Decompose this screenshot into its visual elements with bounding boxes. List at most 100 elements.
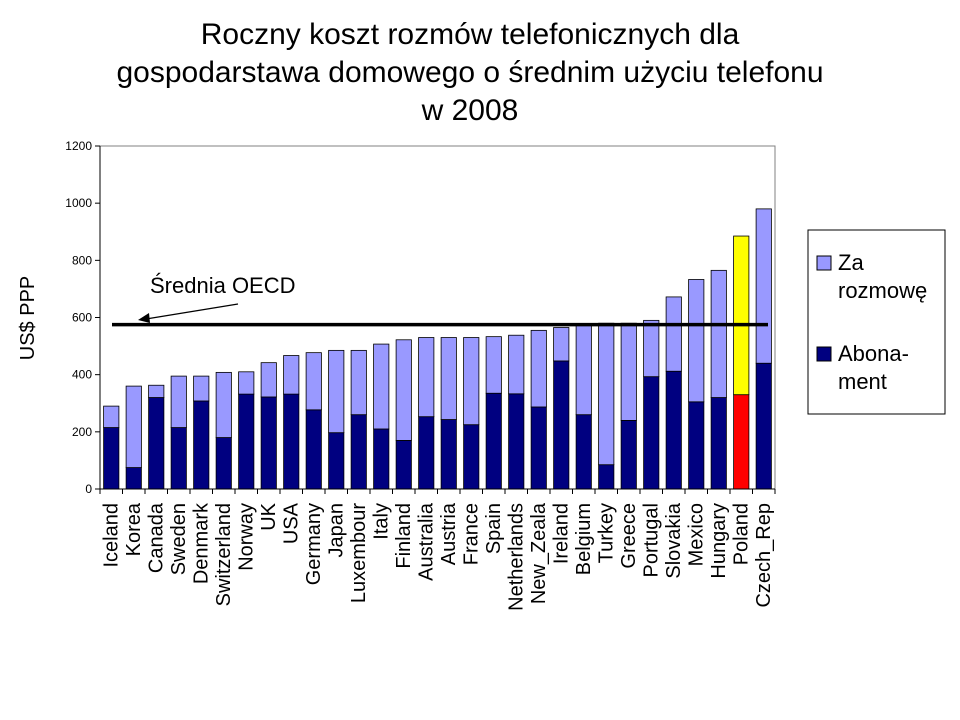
x-tick-label-uk: UK: [258, 502, 280, 530]
x-tick-label-netherlands: Netherlands: [505, 503, 527, 611]
bar-ireland-za-rozmowe: [553, 327, 570, 362]
bar-france-abonament: [463, 424, 480, 490]
x-tick-label-germany: Germany: [303, 503, 325, 585]
bar-mexico-abonament: [688, 401, 705, 490]
bar-korea-za-rozmowe: [125, 385, 142, 468]
x-tick-label-belgium: Belgium: [573, 503, 595, 575]
bar-switzerland-za-rozmowe: [215, 371, 232, 438]
plot-area: [99, 145, 776, 490]
x-tick-label-hungary: Hungary: [708, 503, 730, 579]
bar-uk-za-rozmowe: [260, 362, 277, 398]
y-tick-label-1000: 1000: [65, 196, 92, 210]
x-tick-label-denmark: Denmark: [190, 502, 212, 584]
bar-belgium-abonament: [575, 414, 592, 490]
bar-switzerland-abonament: [215, 437, 232, 490]
bar-slovakia-za-rozmowe: [665, 296, 682, 372]
y-tick-label-0: 0: [85, 482, 92, 496]
x-tick-label-poland: Poland: [730, 503, 752, 565]
bar-finland-abonament: [395, 440, 412, 490]
bar-canada-abonament: [148, 397, 165, 490]
plot-frame: [99, 145, 776, 490]
bar-uk-abonament: [260, 396, 277, 490]
bar-australia-za-rozmowe: [418, 337, 435, 418]
chart-title: Roczny koszt rozmów telefonicznych dla g…: [40, 16, 900, 130]
bar-poland-za-rozmowe: [733, 235, 750, 396]
x-tick-label-new_zeala: New_Zeala: [528, 502, 550, 604]
bar-new_zeala-abonament: [530, 406, 547, 490]
bar-japan-abonament: [328, 432, 345, 490]
x-tick-label-slovakia: Slovakia: [663, 502, 685, 578]
bar-italy-za-rozmowe: [373, 343, 390, 430]
bar-hungary-abonament: [710, 397, 727, 490]
bar-greece-abonament: [620, 419, 637, 490]
bar-netherlands-abonament: [508, 393, 525, 490]
bar-japan-za-rozmowe: [328, 349, 345, 434]
legend-swatch-abonament: [816, 346, 832, 362]
y-tick-label-400: 400: [72, 368, 92, 382]
x-tick-label-spain: Spain: [483, 503, 505, 554]
bar-netherlands-za-rozmowe: [508, 334, 525, 395]
bar-norway-abonament: [238, 393, 255, 490]
bar-luxembour-abonament: [350, 414, 367, 490]
bar-usa-abonament: [283, 393, 300, 490]
oecd-average-arrow: [145, 303, 239, 320]
bar-denmark-abonament: [193, 400, 210, 490]
x-tick-label-canada: Canada: [145, 502, 167, 573]
bar-spain-abonament: [485, 392, 502, 490]
oecd-average-arrowhead: [138, 313, 150, 323]
bar-iceland-abonament: [103, 427, 120, 490]
bar-sweden-abonament: [170, 427, 187, 490]
bar-portugal-za-rozmowe: [643, 319, 660, 378]
x-tick-label-switzerland: Switzerland: [213, 503, 235, 606]
bar-turkey-za-rozmowe: [598, 322, 615, 466]
bar-turkey-abonament: [598, 464, 615, 490]
legend-label-za-rozmowe-line-1: Za: [838, 250, 864, 275]
bar-germany-za-rozmowe: [305, 352, 322, 411]
y-tick-label-800: 800: [72, 253, 92, 267]
bar-finland-za-rozmowe: [395, 339, 412, 441]
x-tick-label-czech_rep: Czech_Rep: [753, 503, 775, 608]
chart-title-line-3: w 2008: [421, 94, 519, 127]
bar-germany-abonament: [305, 409, 322, 490]
bar-czech_rep-za-rozmowe: [755, 208, 772, 364]
bar-hungary-za-rozmowe: [710, 269, 727, 398]
x-tick-label-austria: Austria: [438, 502, 460, 565]
bar-usa-za-rozmowe: [283, 355, 300, 395]
x-tick-label-iceland: Iceland: [100, 503, 122, 568]
bar-austria-abonament: [440, 419, 457, 490]
x-tick-label-france: France: [460, 503, 482, 565]
x-tick-label-portugal: Portugal: [640, 503, 662, 578]
bar-australia-abonament: [418, 416, 435, 490]
oecd-average-annotation: Średnia OECD: [138, 273, 296, 323]
bar-austria-za-rozmowe: [440, 337, 457, 420]
bar-poland-abonament: [733, 394, 750, 490]
bar-slovakia-abonament: [665, 370, 682, 490]
bar-czech_rep-abonament: [755, 362, 772, 490]
bar-denmark-za-rozmowe: [193, 375, 210, 402]
x-tick-label-sweden: Sweden: [168, 503, 190, 575]
chart-title-line-1: Roczny koszt rozmów telefonicznych dla: [200, 18, 740, 51]
oecd-average-label: Średnia OECD: [150, 273, 296, 298]
axes: Iceland Korea Canada Sweden Denmark Switzerla…: [65, 139, 776, 611]
y-tick-label-600: 600: [72, 311, 92, 325]
bar-ireland-abonament: [553, 360, 570, 490]
bar-korea-abonament: [125, 467, 142, 490]
bar-spain-za-rozmowe: [485, 336, 502, 394]
x-tick-label-korea: Korea: [123, 502, 145, 556]
legend-swatch-za-rozmowe: [816, 255, 832, 271]
legend: Za rozmowę Abona- ment: [807, 229, 946, 415]
x-tick-label-ireland: Ireland: [550, 503, 572, 564]
x-tick-label-usa: USA: [280, 502, 302, 544]
bar-belgium-za-rozmowe: [575, 323, 592, 416]
x-tick-label-luxembour: Luxembour: [348, 503, 370, 603]
legend-label-abonament-line-1: Abona-: [838, 341, 909, 366]
bar-norway-za-rozmowe: [238, 371, 255, 395]
chart-title-line-2: gospodarstawa domowego o średnim użyciu …: [116, 56, 824, 89]
y-tick-label-1200: 1200: [65, 139, 92, 153]
x-tick-label-finland: Finland: [393, 503, 415, 569]
bar-new_zeala-za-rozmowe: [530, 329, 547, 408]
x-tick-label-mexico: Mexico: [685, 503, 707, 566]
legend-label-za-rozmowe-line-2: rozmowę: [838, 278, 927, 303]
bar-mexico-za-rozmowe: [688, 279, 705, 403]
